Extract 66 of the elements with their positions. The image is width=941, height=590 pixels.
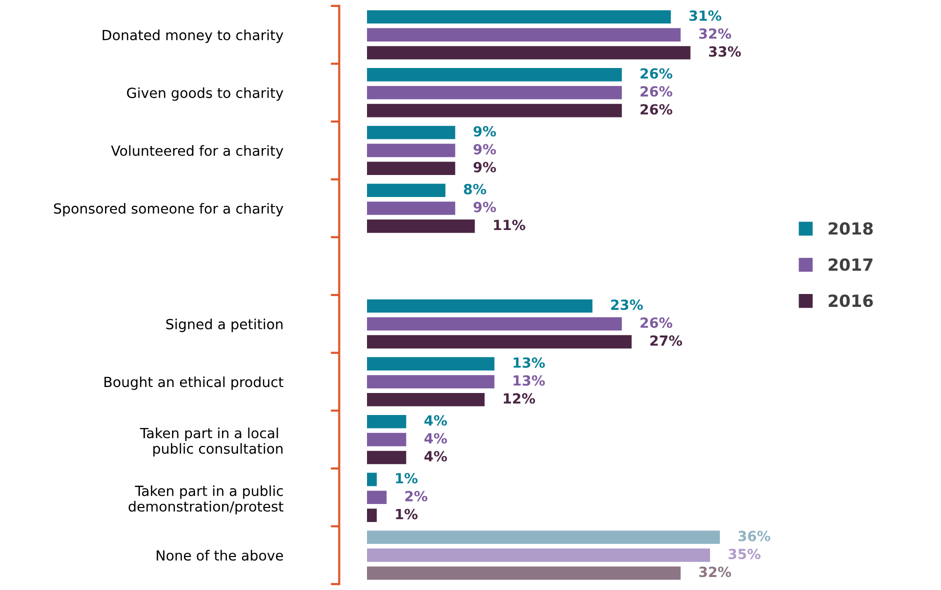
- bar: [366, 202, 456, 215]
- data-label: 31%: [689, 10, 722, 21]
- bar: [366, 68, 622, 82]
- bar: [366, 530, 720, 544]
- data-label: 35%: [728, 548, 761, 560]
- bar: [366, 10, 671, 24]
- data-label: 26%: [640, 317, 672, 328]
- y-tick-label: Signed a petition: [166, 318, 282, 332]
- legend-label: 2016: [828, 294, 873, 308]
- y-tick-label: Given goods to charity: [127, 87, 284, 101]
- y-tick-label: None of the above: [156, 550, 283, 561]
- data-label: 9%: [474, 144, 496, 154]
- data-label: 9%: [474, 202, 496, 212]
- data-label: 23%: [611, 300, 643, 310]
- bar: [366, 414, 406, 428]
- bar: [366, 317, 622, 331]
- legend-label: 2017: [828, 258, 872, 271]
- data-label: 4%: [424, 451, 447, 462]
- data-label: 9%: [474, 162, 496, 172]
- bar: [366, 220, 475, 233]
- bar: [366, 104, 622, 118]
- data-label: 1%: [396, 508, 418, 520]
- data-label: 9%: [474, 126, 496, 137]
- bar: [366, 432, 406, 446]
- data-label: 13%: [514, 375, 545, 386]
- data-label: 11%: [494, 220, 526, 230]
- legend-label: 2018: [828, 222, 873, 235]
- bar: [366, 46, 690, 60]
- bar: [366, 28, 681, 42]
- bar: [366, 299, 592, 313]
- bar: [366, 450, 406, 464]
- bar: [366, 335, 632, 348]
- y-tick-label: Bought an ethical product: [104, 376, 284, 390]
- data-label: 36%: [738, 530, 770, 542]
- bar: [366, 375, 494, 388]
- data-label: 33%: [709, 46, 741, 57]
- data-label: 26%: [640, 86, 672, 97]
- data-label: 32%: [699, 566, 732, 578]
- bar: [366, 126, 456, 140]
- data-label: 26%: [640, 68, 672, 79]
- data-label: 13%: [514, 357, 545, 368]
- bar: [366, 490, 387, 504]
- data-label: 12%: [504, 393, 536, 404]
- bar: [366, 144, 456, 158]
- data-label: 32%: [699, 28, 732, 39]
- bar: [366, 508, 377, 522]
- bar: [366, 472, 377, 486]
- data-label: 27%: [650, 335, 682, 346]
- data-label: 8%: [464, 184, 486, 194]
- bar: [366, 357, 494, 370]
- y-tick-label: Taken part in a local public consultation: [140, 428, 282, 457]
- data-label: 4%: [424, 415, 447, 426]
- data-label: 26%: [640, 104, 672, 115]
- bar: [366, 566, 681, 580]
- y-tick-label: Donated money to charity: [102, 30, 284, 43]
- bar: [366, 86, 622, 100]
- bar: [366, 393, 485, 406]
- y-tick-label: Taken part in a public demonstration/protest: [128, 485, 284, 514]
- y-tick-label: Volunteered for a charity: [111, 145, 284, 159]
- y-tick-label: Sponsored someone for a charity: [54, 202, 284, 216]
- bar: [366, 162, 456, 176]
- bar: [366, 184, 446, 197]
- data-label: 4%: [424, 433, 447, 444]
- data-label: 1%: [396, 472, 418, 484]
- bar: [366, 548, 710, 562]
- data-label: 2%: [405, 490, 428, 502]
